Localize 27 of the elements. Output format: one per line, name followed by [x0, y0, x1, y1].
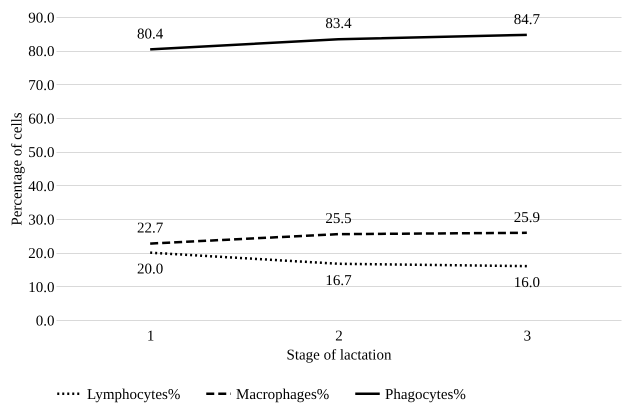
data-label: 83.4: [325, 16, 352, 32]
y-tick-label: 10.0: [28, 280, 54, 296]
y-tick-label: 90.0: [28, 10, 54, 26]
data-label: 25.5: [325, 211, 352, 228]
y-tick-label: 0.0: [36, 314, 54, 330]
data-label: 16.7: [325, 272, 352, 289]
data-label: 80.4: [137, 26, 164, 42]
data-label: 20.0: [137, 262, 164, 278]
y-axis-title: Percentage of cells: [9, 112, 26, 226]
y-tick-label: 60.0: [28, 112, 54, 128]
legend-label: Phagocytes%: [385, 386, 466, 403]
y-tick-label: 50.0: [28, 145, 54, 162]
y-tick-label: 20.0: [28, 246, 54, 262]
x-tick-label: 3: [524, 328, 532, 344]
x-tick-label: 2: [335, 328, 343, 344]
y-tick-label: 70.0: [28, 78, 54, 94]
legend-label: Lymphocytes%: [87, 386, 180, 403]
x-tick-label: 1: [146, 328, 154, 344]
data-label: 84.7: [514, 12, 540, 28]
y-tick-label: 40.0: [28, 178, 54, 195]
y-tick-label: 80.0: [28, 44, 54, 60]
x-axis-title: Stage of lactation: [286, 348, 392, 364]
y-tick-label: 30.0: [28, 212, 54, 228]
data-label: 16.0: [514, 275, 540, 292]
data-label: 22.7: [137, 220, 164, 237]
data-label: 25.9: [514, 210, 540, 226]
legend-label: Macrophages%: [236, 386, 330, 403]
